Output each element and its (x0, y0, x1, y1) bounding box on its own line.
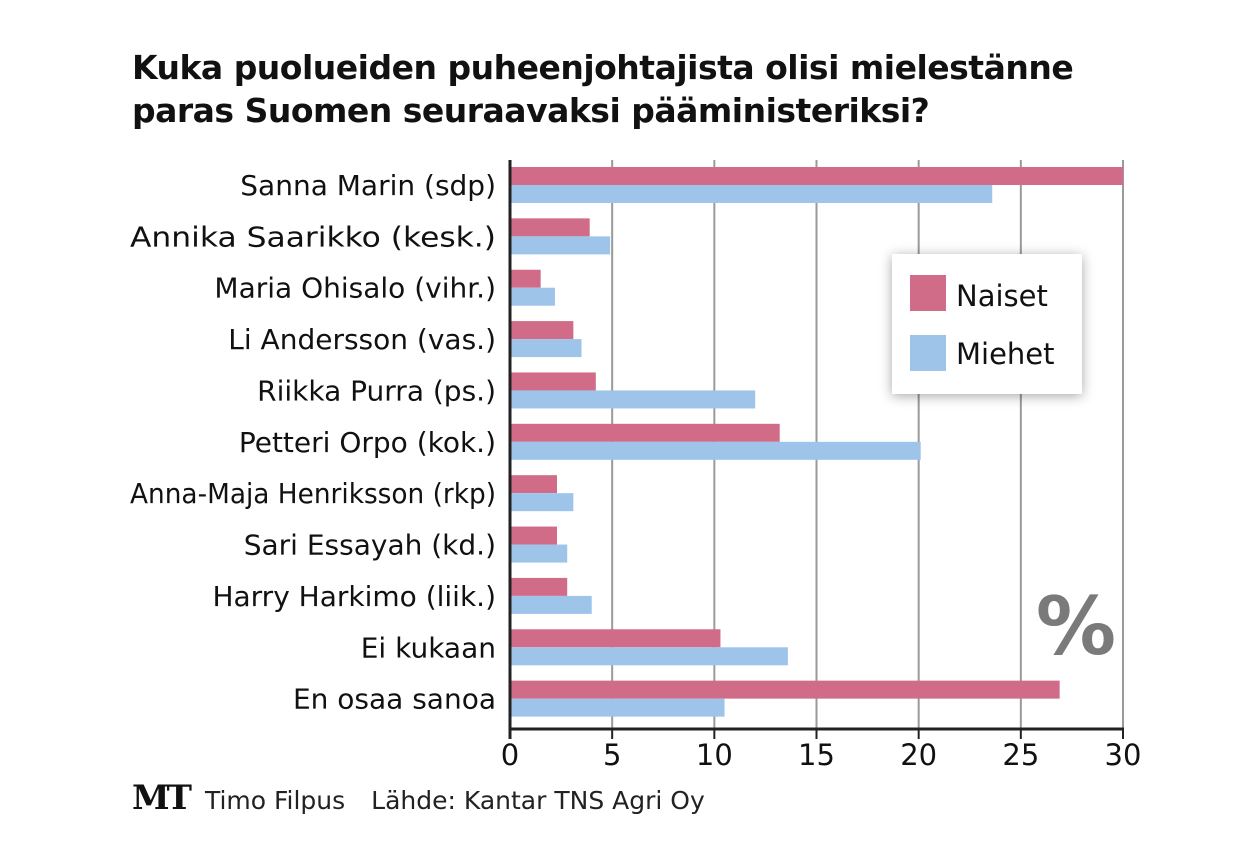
bar-naiset-0 (510, 167, 1123, 185)
category-label-10: En osaa sanoa (293, 683, 496, 716)
category-labels: Sanna Marin (sdp) Annika Saarikko (kesk.)… (130, 169, 496, 716)
bar-naiset-10 (510, 680, 1060, 699)
bar-miehet-3 (510, 339, 582, 358)
x-tick-label-20: 20 (900, 738, 937, 772)
category-label-2: Maria Ohisalo (vihr.) (214, 272, 496, 305)
category-label-3: Li Andersson (vas.) (228, 323, 496, 356)
legend-swatch-miehet (910, 335, 946, 371)
bar-miehet-4 (510, 390, 756, 409)
bar-naiset-4 (510, 372, 596, 391)
bar-miehet-0 (510, 185, 993, 203)
bar-miehet-6 (510, 493, 574, 512)
x-tick-labels: 0 5 10 15 20 25 30 (501, 738, 1142, 772)
legend: Naiset Miehet (892, 254, 1082, 394)
bar-naiset-8 (510, 577, 568, 596)
bar-miehet-2 (510, 287, 555, 306)
x-tick-label-30: 30 (1105, 738, 1142, 772)
author-credit: Timo Filpus (204, 786, 346, 815)
bar-naiset-3 (510, 321, 574, 340)
x-tick-label-10: 10 (696, 738, 733, 772)
bar-naiset-9 (510, 629, 721, 648)
chart-title-line-1: Kuka puolueiden puheenjohtajista olisi m… (132, 48, 1074, 87)
category-label-1: Annika Saarikko (kesk.) (130, 220, 496, 253)
category-label-5: Petteri Orpo (kok.) (239, 426, 496, 459)
chart-title: Kuka puolueiden puheenjohtajista olisi m… (132, 46, 1192, 132)
bar-miehet-7 (510, 544, 568, 563)
bar-miehet-1 (510, 236, 611, 255)
x-tick-label-15: 15 (798, 738, 835, 772)
bar-naiset-1 (510, 218, 590, 237)
bar-naiset-5 (510, 423, 780, 442)
bar-naiset-6 (510, 475, 557, 494)
mt-logo: MT (132, 778, 192, 818)
x-tick-label-0: 0 (501, 738, 519, 772)
x-tick-label-5: 5 (603, 738, 621, 772)
legend-label-naiset: Naiset (956, 279, 1048, 313)
category-label-8: Harry Harkimo (liik.) (212, 580, 496, 613)
bar-miehet-10 (510, 698, 725, 717)
category-label-0: Sanna Marin (sdp) (240, 169, 496, 202)
legend-swatch-naiset (910, 275, 946, 311)
axes (508, 160, 1124, 739)
bar-miehet-8 (510, 595, 592, 614)
category-label-4: Riikka Purra (ps.) (257, 374, 496, 407)
legend-label-miehet: Miehet (956, 337, 1055, 371)
category-label-7: Sari Essayah (kd.) (244, 529, 496, 562)
bar-miehet-5 (510, 441, 921, 460)
bar-miehet-9 (510, 647, 788, 666)
bar-naiset-2 (510, 269, 541, 288)
bar-naiset-7 (510, 526, 557, 545)
category-label-6: Anna-Maja Henriksson (rkp) (130, 477, 496, 510)
x-tick-label-25: 25 (1002, 738, 1039, 772)
unit-label: % (1036, 580, 1116, 673)
chart-title-line-2: paras Suomen seuraavaksi pääministeriksi… (132, 91, 930, 130)
bars (510, 167, 1123, 717)
footer: MT Timo Filpus Lähde: Kantar TNS Agri Oy (132, 778, 705, 818)
source-credit: Lähde: Kantar TNS Agri Oy (371, 786, 705, 815)
category-label-9: Ei kukaan (361, 631, 496, 664)
